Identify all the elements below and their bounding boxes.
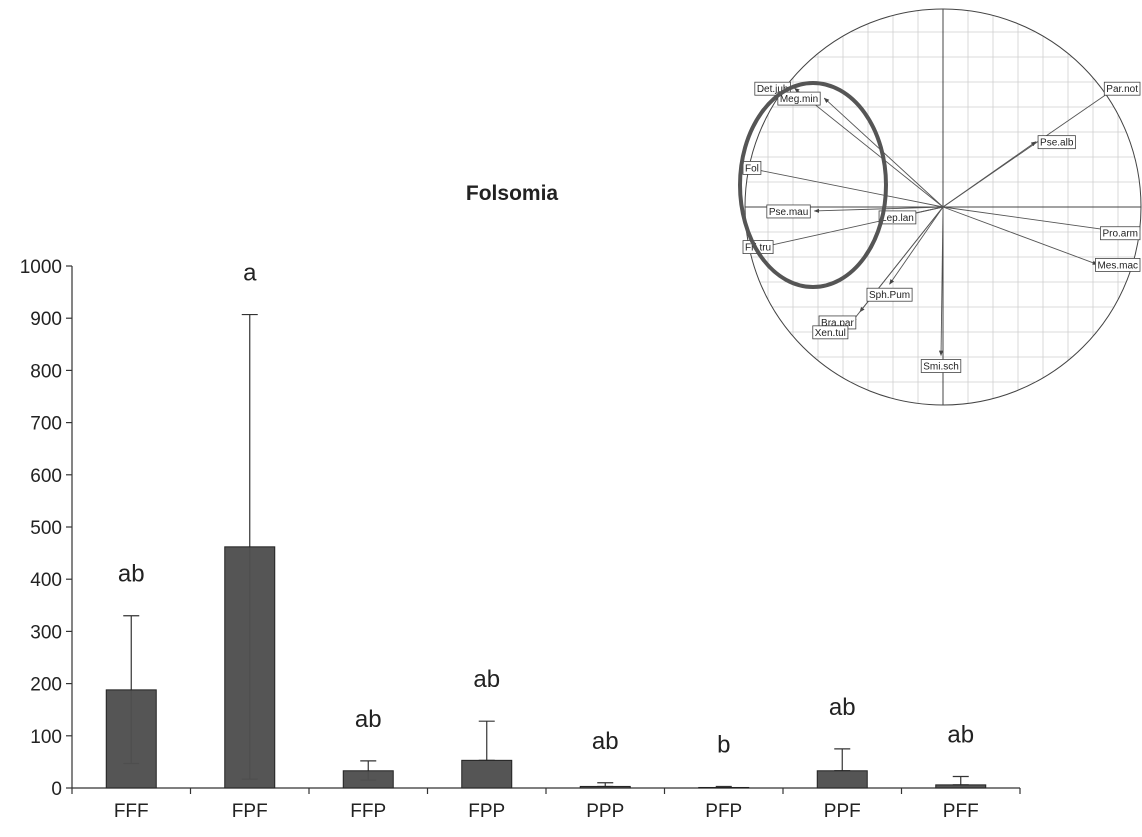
bars [105, 546, 987, 789]
bar-chart-axes: 0 100 200 300 400 500 600 700 800 900 1000 [20, 257, 1021, 800]
pca-vector-arrow [942, 206, 1128, 235]
significance-letter: ab [473, 666, 500, 693]
category-label: FFF [114, 801, 149, 822]
pca-label-box [920, 359, 962, 373]
significance-letter: ab [829, 694, 856, 721]
y-tick-label: 300 [30, 622, 62, 643]
category-label: PFP [705, 801, 742, 822]
bar [342, 770, 394, 789]
pca-vector-label: Smi.sch [923, 362, 959, 373]
category-label: FFP [350, 801, 386, 822]
category-labels: FFF FPF FFP FPP PPP PFP PPF PFF [114, 801, 979, 822]
pca-label-box [742, 160, 762, 175]
pca-vector-label: Fri.tru [745, 243, 771, 254]
pca-vectors [744, 87, 1128, 357]
pca-vector-arrow [942, 141, 1037, 208]
pca-vector-label: Pse.alb [1040, 138, 1074, 149]
pca-vector-label: Det.jub [757, 84, 789, 95]
category-label: PPF [824, 801, 861, 822]
pca-label-box [866, 287, 913, 302]
pca-vector-label: Bra.par [821, 318, 854, 329]
pca-vector-arrow [942, 206, 1098, 265]
y-tick-label: 700 [30, 414, 62, 435]
y-tick-label: 0 [51, 779, 62, 800]
pca-vector-label: Pro.arm [1102, 229, 1138, 240]
pca-vector-arrow [851, 206, 944, 323]
bar [461, 759, 513, 789]
y-tick-label: 400 [30, 570, 62, 591]
pca-vector-label: Sph.Pum [869, 290, 910, 301]
category-label: PPP [586, 801, 624, 822]
y-tick-label: 900 [30, 309, 62, 330]
bar [579, 785, 631, 789]
significance-letter: ab [947, 722, 974, 749]
y-tick-label: 200 [30, 675, 62, 696]
pca-vector-arrow [938, 206, 944, 357]
y-tick-label: 800 [30, 361, 62, 382]
pca-vector-label: Meg.min [780, 94, 818, 105]
pca-label-box [1103, 81, 1141, 96]
pca-vector-arrow [794, 87, 944, 208]
y-tick-label: 500 [30, 518, 62, 539]
pca-label-box [1100, 226, 1141, 241]
bar [105, 689, 157, 789]
pca-vector-label: Fol [745, 163, 759, 174]
pca-vector-arrow [889, 206, 944, 285]
significance-letter: ab [355, 706, 382, 733]
bar [935, 784, 987, 789]
pca-vector-arrow [813, 206, 944, 213]
category-label: FPF [232, 801, 268, 822]
pca-label-box [766, 204, 811, 219]
significance-letter: ab [118, 561, 145, 588]
pca-vector-label: Mes.mac [1097, 260, 1138, 271]
significance-letter: a [243, 260, 257, 287]
significance-letter: b [717, 731, 730, 758]
category-label: FPP [468, 801, 505, 822]
pca-label-box [1037, 135, 1076, 150]
highlight-ellipse [738, 81, 888, 289]
y-tick-label: 100 [30, 727, 62, 748]
pca-circle [744, 8, 1142, 406]
category-label: PFF [943, 801, 979, 822]
pca-label-box [1095, 258, 1141, 272]
pca-vector-arrow [744, 166, 944, 208]
pca-vector-label: Par.not [1106, 84, 1138, 95]
pca-label-box [878, 210, 917, 225]
pca-label-box [777, 91, 821, 106]
chart-title: Folsomia [466, 182, 559, 205]
pca-vector-label: Xen.tul [815, 328, 846, 339]
significance-letters: ab a ab ab ab b ab ab [118, 260, 974, 759]
y-tick-label: 600 [30, 466, 62, 487]
bar [816, 770, 868, 789]
pca-vector-label: Pse.mau [769, 207, 808, 218]
bar [224, 546, 276, 789]
pca-vector-label: Lep.lan [881, 213, 914, 224]
significance-letter: ab [592, 728, 619, 755]
bar [698, 786, 750, 789]
pca-label-box [812, 325, 849, 340]
y-tick-label: 1000 [20, 257, 62, 278]
